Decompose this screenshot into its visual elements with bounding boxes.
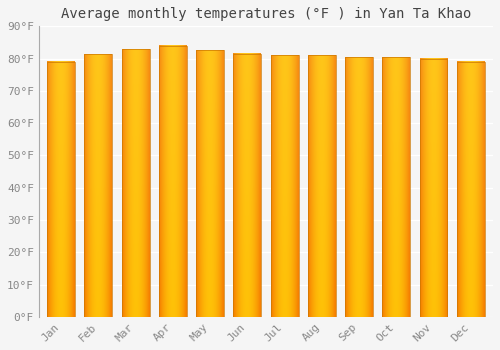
Bar	[159, 46, 187, 317]
Bar	[122, 49, 150, 317]
Bar	[345, 57, 373, 317]
Bar	[420, 58, 448, 317]
Bar	[84, 54, 112, 317]
Bar	[382, 57, 410, 317]
Title: Average monthly temperatures (°F ) in Yan Ta Khao: Average monthly temperatures (°F ) in Ya…	[60, 7, 471, 21]
Bar	[47, 62, 75, 317]
Bar	[308, 55, 336, 317]
Bar	[270, 55, 298, 317]
Bar	[234, 54, 262, 317]
Bar	[196, 50, 224, 317]
Bar	[457, 62, 484, 317]
